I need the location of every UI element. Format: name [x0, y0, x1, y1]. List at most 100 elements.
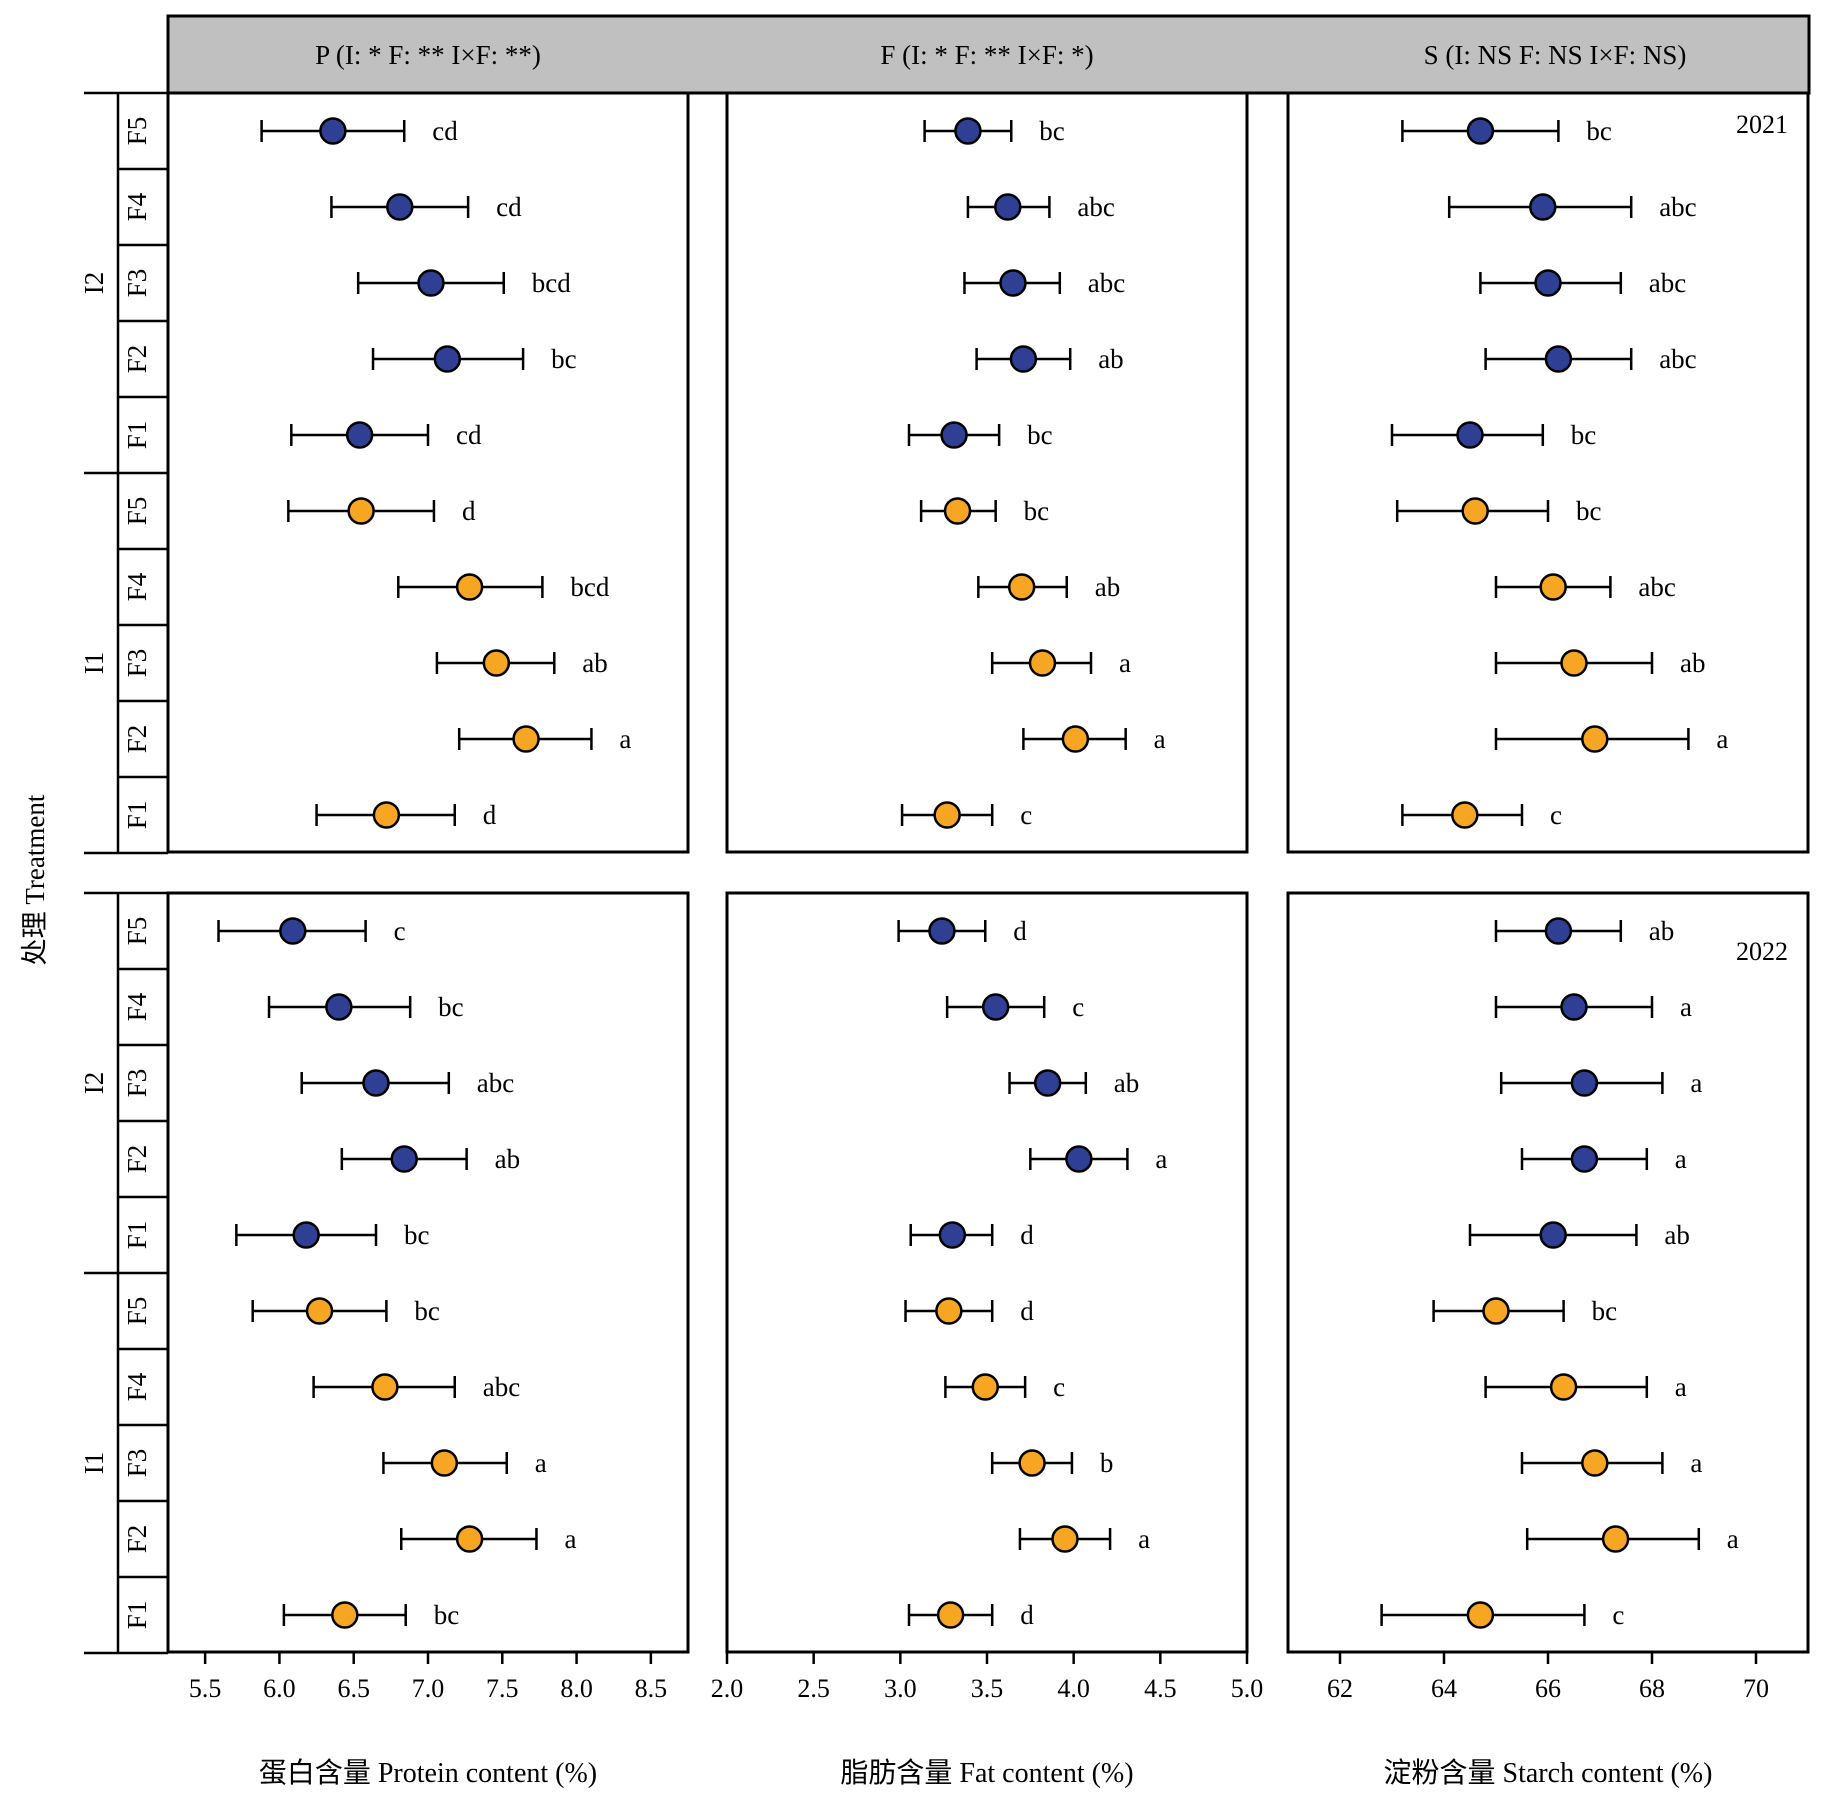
significance-letter: bc [438, 992, 464, 1022]
level-label: F4 [122, 572, 152, 601]
x-tick-label: 70 [1743, 1674, 1769, 1703]
level-label: F2 [122, 345, 152, 374]
mean-point [1539, 1221, 1567, 1249]
mean-point [928, 917, 956, 945]
panel-header-strip [166, 14, 1811, 95]
x-tick-label: 64 [1431, 1674, 1457, 1703]
significance-letter: b [1100, 1448, 1114, 1478]
significance-letter: ab [1664, 1220, 1689, 1250]
significance-letter: a [1675, 1144, 1687, 1174]
significance-letter: a [1690, 1068, 1702, 1098]
level-label: F4 [122, 192, 152, 221]
level-label: F2 [122, 1145, 152, 1174]
significance-letter: bc [551, 344, 577, 374]
level-label: F4 [122, 1372, 152, 1401]
x-tick-label: 62 [1327, 1674, 1353, 1703]
significance-letter: ab [582, 648, 607, 678]
mean-point [433, 345, 462, 373]
significance-letter: bc [404, 1220, 430, 1250]
panel-title: F (I: * F: ** I×F: *) [880, 40, 1093, 70]
level-label: F5 [122, 1297, 152, 1326]
mean-point [292, 1221, 320, 1249]
mean-point [279, 917, 307, 945]
mean-point [1456, 421, 1484, 449]
significance-letter: c [1550, 800, 1562, 830]
x-tick-label: 66 [1535, 1674, 1561, 1703]
level-label: F1 [122, 421, 152, 450]
significance-letter: a [1716, 724, 1728, 754]
significance-letter: a [1727, 1524, 1739, 1554]
level-label: F2 [122, 725, 152, 754]
year-label: 2021 [1736, 110, 1788, 139]
significance-letter: c [394, 916, 406, 946]
mean-point [933, 801, 961, 829]
mean-point [1028, 649, 1057, 677]
mean-point [1544, 917, 1573, 945]
significance-letter: d [1020, 1600, 1034, 1630]
significance-letter: bcd [570, 572, 609, 602]
significance-letter: d [1013, 916, 1027, 946]
level-label: F1 [122, 1601, 152, 1630]
significance-letter: a [1138, 1524, 1150, 1554]
x-axis-title: 脂肪含量 Fat content (%) [840, 1757, 1133, 1789]
year-label: 2022 [1736, 937, 1788, 966]
mean-point [938, 1221, 967, 1249]
significance-letter: abc [1638, 572, 1675, 602]
mean-point [512, 725, 540, 753]
mean-point [331, 1601, 359, 1629]
panel-frame [725, 91, 1249, 854]
significance-letter: d [1020, 1296, 1034, 1326]
mean-point [999, 269, 1027, 297]
significance-letter: a [1675, 1372, 1687, 1402]
significance-letter: a [619, 724, 631, 754]
level-label: F3 [122, 1449, 152, 1478]
group-label: I1 [79, 1452, 109, 1475]
significance-letter: c [1053, 1372, 1065, 1402]
level-label: F5 [122, 117, 152, 146]
panel-frame [1286, 91, 1810, 854]
level-label: F1 [122, 801, 152, 830]
mean-point [1061, 725, 1090, 753]
mean-point [1451, 801, 1479, 829]
mean-point [1549, 1373, 1578, 1401]
mean-point [347, 497, 375, 525]
significance-letter: c [1072, 992, 1084, 1022]
mean-point [1018, 1449, 1046, 1477]
mean-point [1581, 1449, 1609, 1477]
mean-point [1007, 573, 1036, 601]
significance-letter: cd [432, 116, 458, 146]
mean-point [345, 421, 374, 449]
significance-letter: c [1612, 1600, 1624, 1630]
mean-point [1539, 573, 1567, 601]
mean-point [372, 801, 401, 829]
x-tick-label: 5.5 [189, 1674, 222, 1703]
mean-point [981, 993, 1010, 1021]
level-label: F2 [122, 1525, 152, 1554]
significance-letter: bc [414, 1296, 440, 1326]
significance-letter: a [1154, 724, 1166, 754]
significance-letter: a [535, 1448, 547, 1478]
significance-letter: bc [1039, 116, 1065, 146]
significance-letter: a [1155, 1144, 1167, 1174]
significance-letter: abc [483, 1372, 520, 1402]
level-label: F1 [122, 1221, 152, 1250]
mean-point [1560, 993, 1588, 1021]
x-tick-label: 2.0 [711, 1674, 744, 1703]
x-tick-label: 7.5 [486, 1674, 519, 1703]
group-label: I2 [79, 272, 109, 295]
significance-letter: ab [1680, 648, 1705, 678]
mean-point [371, 1373, 399, 1401]
x-tick-label: 8.0 [560, 1674, 593, 1703]
mean-point [1570, 1069, 1599, 1097]
mean-point [1051, 1525, 1079, 1553]
mean-point [1466, 1601, 1495, 1629]
mean-point [1461, 497, 1489, 525]
level-label: F3 [122, 269, 152, 298]
significance-letter: d [1020, 1220, 1034, 1250]
significance-letter: ab [495, 1144, 520, 1174]
mean-point [325, 993, 353, 1021]
mean-point [417, 269, 445, 297]
mean-point [1544, 345, 1573, 373]
x-tick-label: 5.0 [1231, 1674, 1264, 1703]
